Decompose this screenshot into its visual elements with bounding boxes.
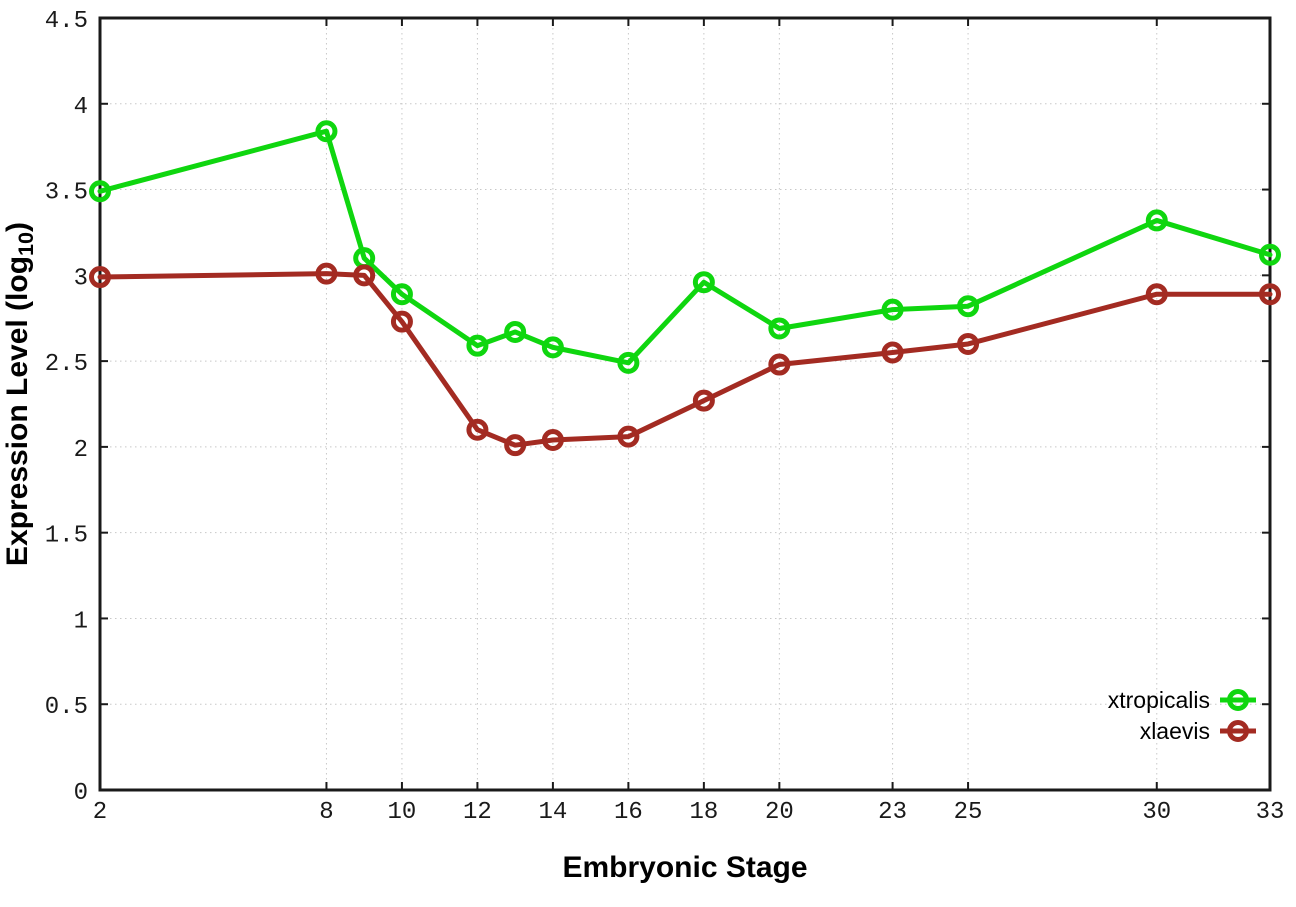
data-point-xtropicalis xyxy=(617,351,640,374)
x-tick-label: 20 xyxy=(765,799,794,826)
data-point-xtropicalis xyxy=(957,295,980,318)
y-axis-title-close: ) xyxy=(0,221,34,232)
x-tick-label: 16 xyxy=(614,799,643,826)
data-point-xlaevis xyxy=(541,429,564,452)
x-tick-label: 12 xyxy=(463,799,492,826)
x-axis-title-text: Embryonic Stage xyxy=(562,851,808,884)
data-point-xlaevis xyxy=(466,418,489,441)
x-axis-title: Embryonic Stage xyxy=(562,851,807,885)
data-point-xtropicalis xyxy=(1259,243,1281,266)
data-point-xtropicalis xyxy=(315,120,338,143)
data-point-xlaevis xyxy=(504,434,527,457)
data-point-xtropicalis xyxy=(89,180,111,203)
y-tick-label: 1.5 xyxy=(45,523,88,550)
data-point-xlaevis xyxy=(1145,283,1168,306)
y-tick-label: 1 xyxy=(74,608,88,635)
x-tick-label: 33 xyxy=(1256,799,1285,826)
x-tick-label: 10 xyxy=(388,799,417,826)
x-tick-label: 23 xyxy=(878,799,907,826)
legend-sample-marker-xlaevis xyxy=(1227,720,1249,742)
data-point-xtropicalis xyxy=(692,271,715,294)
data-point-xlaevis xyxy=(692,389,715,412)
data-point-xlaevis xyxy=(957,332,980,355)
data-point-xtropicalis xyxy=(390,283,413,306)
data-point-xtropicalis xyxy=(466,334,489,357)
data-point-xtropicalis xyxy=(1145,209,1168,232)
x-tick-label: 14 xyxy=(538,799,567,826)
y-tick-label: 2.5 xyxy=(45,351,88,378)
data-point-xlaevis xyxy=(353,264,376,287)
x-tick-label: 25 xyxy=(954,799,983,826)
data-point-xlaevis xyxy=(768,353,791,376)
y-tick-label: 0.5 xyxy=(45,694,88,721)
y-axis-title-text: Expression Level (log xyxy=(0,255,34,567)
y-axis-title: Expression Level (log10) xyxy=(1,222,39,566)
data-point-xtropicalis xyxy=(504,320,527,343)
plot-border xyxy=(98,16,1272,792)
x-tick-label: 2 xyxy=(93,799,107,826)
x-tick-label: 18 xyxy=(689,799,718,826)
data-point-xtropicalis xyxy=(541,336,564,359)
data-point-xlaevis xyxy=(617,425,640,448)
legend-sample-marker-xtropicalis xyxy=(1227,689,1249,711)
data-point-xlaevis xyxy=(390,310,413,333)
data-point-xlaevis xyxy=(881,341,904,364)
series-line-xtropicalis xyxy=(97,128,1273,366)
y-tick-label: 0 xyxy=(74,780,88,807)
legend-label-xtropicalis: xtropicalis xyxy=(1108,687,1210,713)
data-point-xtropicalis xyxy=(768,317,791,340)
y-axis-title-subscript: 10 xyxy=(13,231,39,256)
y-tick-label: 4 xyxy=(74,94,88,121)
data-point-xtropicalis xyxy=(881,298,904,321)
data-point-xlaevis xyxy=(89,266,111,289)
y-tick-label: 3.5 xyxy=(45,180,88,207)
x-tick-label: 30 xyxy=(1142,799,1171,826)
data-point-xlaevis xyxy=(315,262,338,285)
data-point-xlaevis xyxy=(1259,283,1281,306)
y-tick-label: 3 xyxy=(74,265,88,292)
y-tick-label: 4.5 xyxy=(45,8,88,35)
y-tick-label: 2 xyxy=(74,437,88,464)
x-tick-label: 8 xyxy=(319,799,333,826)
legend-label-xlaevis: xlaevis xyxy=(1140,718,1210,744)
